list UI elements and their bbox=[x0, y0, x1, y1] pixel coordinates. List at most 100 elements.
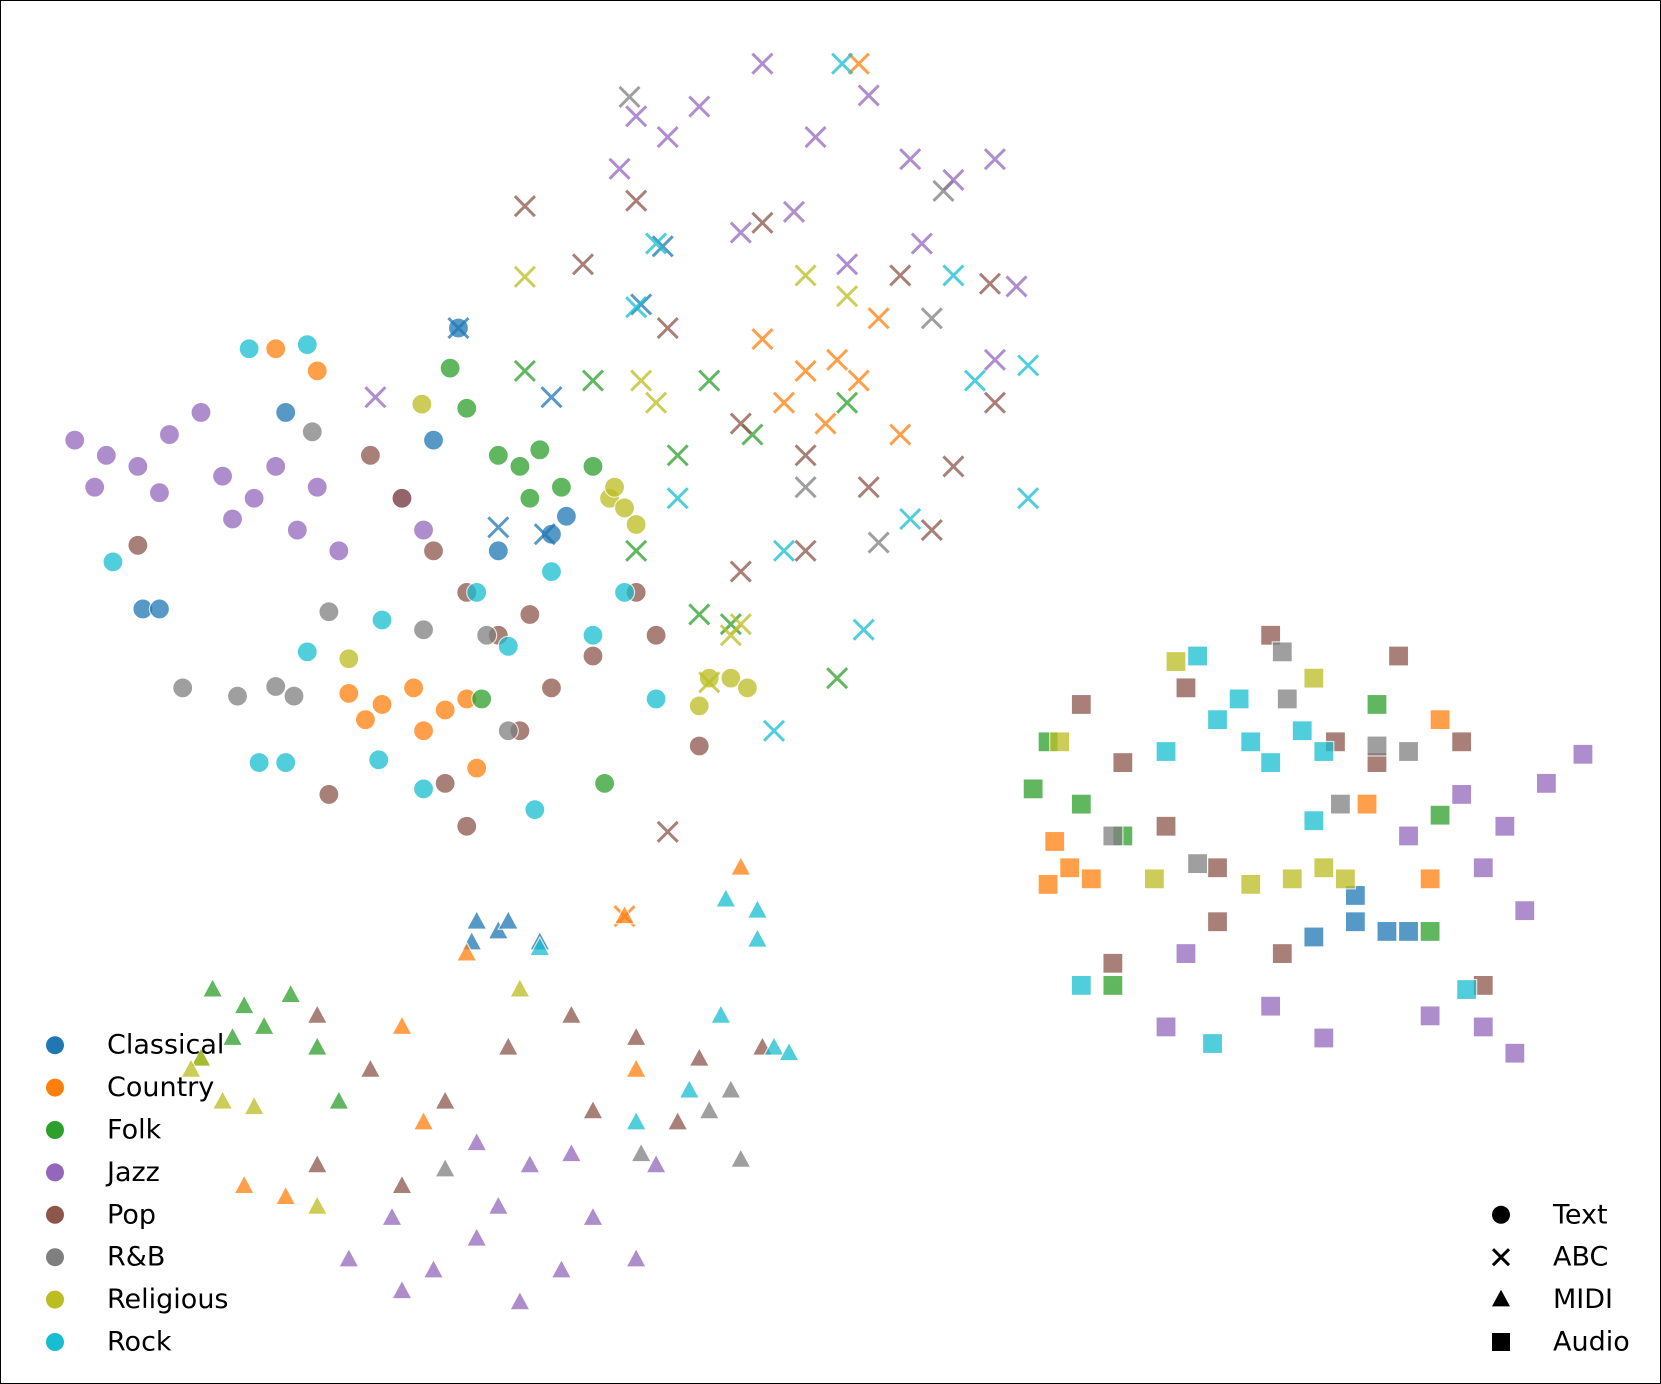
marker-x bbox=[794, 264, 817, 287]
marker-square bbox=[1070, 693, 1092, 716]
marker-x bbox=[513, 359, 536, 382]
marker-circle bbox=[466, 757, 488, 779]
legend-marker bbox=[46, 1248, 64, 1267]
marker-triangle bbox=[1492, 1289, 1510, 1307]
marker-square bbox=[1102, 952, 1124, 974]
marker-circle bbox=[524, 799, 546, 821]
marker-circle bbox=[412, 720, 435, 742]
marker-triangle bbox=[688, 1046, 711, 1067]
legend-label: Pop bbox=[107, 1199, 156, 1230]
marker-circle bbox=[402, 677, 425, 699]
marker-x bbox=[540, 386, 563, 409]
marker-triangle bbox=[550, 1258, 573, 1279]
marker-circle bbox=[148, 598, 171, 620]
marker-square bbox=[1070, 974, 1092, 997]
legend-label: R&B bbox=[107, 1242, 165, 1273]
marker-circle bbox=[550, 476, 573, 498]
marker-triangle bbox=[630, 1141, 653, 1163]
marker-x bbox=[625, 296, 648, 319]
marker-circle bbox=[391, 487, 413, 509]
marker-triangle bbox=[508, 1290, 531, 1311]
marker-circle bbox=[275, 751, 297, 774]
marker-triangle bbox=[613, 903, 636, 925]
marker-triangle bbox=[625, 1110, 648, 1131]
legend-marker bbox=[46, 1078, 64, 1097]
marker-circle bbox=[412, 619, 435, 641]
marker-square bbox=[1155, 1016, 1177, 1038]
marker-triangle bbox=[359, 1057, 382, 1078]
legend-marker bbox=[46, 1205, 64, 1224]
marker-triangle bbox=[233, 993, 256, 1015]
marker-x bbox=[729, 613, 752, 636]
marker-x bbox=[513, 265, 536, 288]
marker-square bbox=[1049, 731, 1071, 753]
legend-label: Jazz bbox=[105, 1157, 160, 1188]
marker-square bbox=[1175, 677, 1197, 699]
marker-circle bbox=[265, 675, 287, 698]
marker-x bbox=[630, 369, 653, 392]
marker-circle bbox=[275, 401, 297, 424]
marker-x bbox=[645, 232, 668, 255]
marker-x bbox=[826, 348, 849, 371]
marker-circle bbox=[688, 695, 710, 717]
legend-label: Classical bbox=[107, 1030, 224, 1061]
legend-label: Country bbox=[107, 1072, 214, 1103]
marker-square bbox=[1429, 804, 1451, 826]
marker-x bbox=[942, 455, 965, 478]
marker-circle bbox=[529, 439, 551, 461]
marker-x bbox=[651, 235, 674, 258]
marker-triangle bbox=[709, 1003, 732, 1024]
marker-circle bbox=[368, 749, 390, 771]
marker-x bbox=[857, 476, 880, 499]
marker-x bbox=[794, 444, 817, 467]
marker-x bbox=[867, 307, 890, 330]
marker-square bbox=[1504, 1042, 1526, 1064]
marker-circle bbox=[102, 551, 124, 573]
marker-circle bbox=[645, 688, 667, 710]
marker-triangle bbox=[497, 909, 520, 930]
marker-square bbox=[1535, 772, 1557, 794]
marker-circle bbox=[487, 444, 509, 466]
marker-x bbox=[581, 369, 605, 392]
marker-circle bbox=[148, 482, 171, 504]
marker-circle bbox=[698, 667, 720, 689]
marker-square bbox=[1155, 815, 1177, 837]
marker-x bbox=[625, 105, 648, 128]
marker-x bbox=[751, 52, 774, 75]
marker-triangle bbox=[306, 1035, 329, 1056]
marker-x bbox=[889, 264, 912, 287]
marker-triangle bbox=[581, 1099, 604, 1120]
marker-x bbox=[645, 391, 668, 414]
marker-circle bbox=[306, 360, 328, 382]
marker-square bbox=[1366, 693, 1388, 716]
marker-square bbox=[1514, 900, 1536, 922]
marker-square bbox=[1303, 667, 1325, 689]
marker-triangle bbox=[465, 1226, 488, 1247]
marker-circle bbox=[248, 751, 270, 774]
marker-x bbox=[772, 539, 796, 562]
marker-circle bbox=[439, 357, 461, 379]
legend-marker bbox=[46, 1290, 64, 1309]
marker-triangle bbox=[243, 1094, 266, 1116]
marker-circle bbox=[359, 444, 382, 466]
marker-x bbox=[656, 316, 679, 340]
marker-square bbox=[1313, 857, 1335, 879]
marker-circle bbox=[540, 523, 563, 545]
marker-square bbox=[1271, 942, 1293, 965]
marker-triangle bbox=[746, 927, 769, 948]
marker-x bbox=[794, 539, 817, 562]
marker-square bbox=[1037, 873, 1059, 895]
marker-triangle bbox=[763, 1035, 786, 1056]
marker-square bbox=[1206, 857, 1229, 879]
marker-x bbox=[942, 264, 965, 287]
marker-square bbox=[1240, 873, 1262, 895]
marker-x bbox=[899, 148, 922, 171]
marker-square bbox=[1472, 1016, 1494, 1038]
marker-x bbox=[804, 125, 827, 149]
marker-x bbox=[513, 195, 536, 218]
marker-square bbox=[1260, 624, 1282, 646]
marker-square bbox=[1334, 868, 1357, 890]
marker-square bbox=[1175, 942, 1197, 965]
marker-circle bbox=[736, 677, 759, 699]
marker-x bbox=[1017, 354, 1040, 377]
